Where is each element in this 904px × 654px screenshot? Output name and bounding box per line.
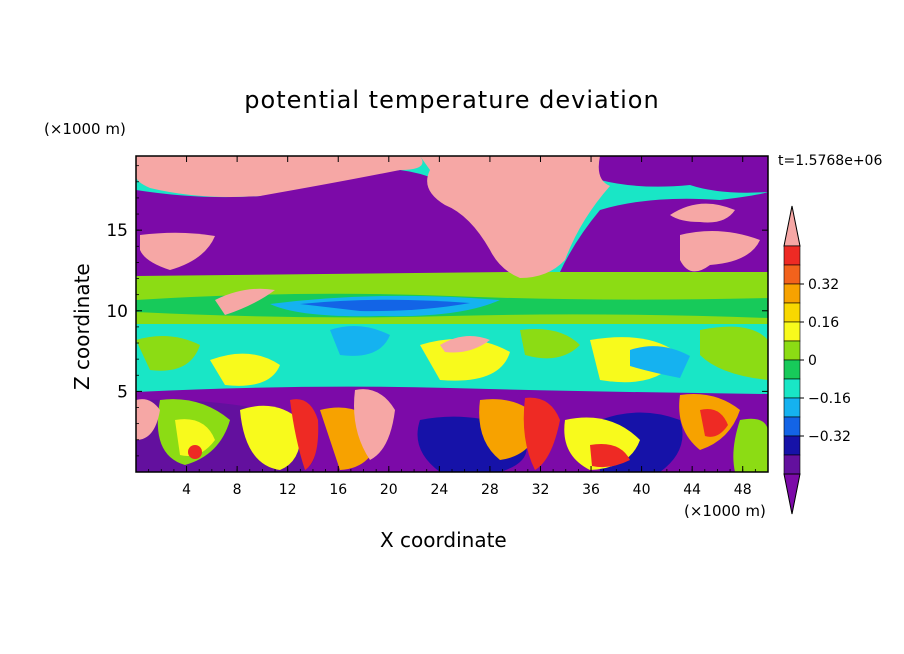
colorbar-label: 0.32 <box>808 277 839 293</box>
colorbar-segment <box>783 454 801 475</box>
colorbar-segment <box>783 416 801 437</box>
y-tick-label: 15 <box>106 221 128 241</box>
colorbar-label: 0 <box>808 353 817 369</box>
colorbar-segment <box>783 302 801 323</box>
colorbar-segment <box>783 340 801 361</box>
y-tick-label: 10 <box>106 302 128 322</box>
x-tick-label: 48 <box>734 482 752 498</box>
x-tick-label: 8 <box>233 482 242 498</box>
colorbar: 0.32 0.16 0 −0.16 −0.32 <box>783 205 851 515</box>
x-tick-label: 24 <box>430 482 448 498</box>
colorbar-segment <box>783 283 801 304</box>
time-label: t=1.5768e+06 <box>778 153 883 169</box>
colorbar-bottom-arrow <box>783 473 801 515</box>
x-axis-ticks: 4 8 12 16 20 24 28 32 36 40 44 48 <box>135 156 769 498</box>
colorbar-segment <box>783 321 801 342</box>
y-tick-label: 5 <box>117 382 128 402</box>
colorbar-segment <box>783 397 801 418</box>
y-axis-unit: (×1000 m) <box>44 120 126 138</box>
x-tick-label: 44 <box>683 482 701 498</box>
x-axis-label: X coordinate <box>380 528 507 552</box>
colorbar-label: −0.32 <box>808 429 851 445</box>
x-tick-label: 28 <box>481 482 499 498</box>
colorbar-top-arrow <box>783 205 801 247</box>
y-axis-ticks: 5 10 15 <box>106 165 768 457</box>
colorbar-label: 0.16 <box>808 315 839 331</box>
x-tick-label: 36 <box>582 482 600 498</box>
x-axis-unit: (×1000 m) <box>684 502 766 520</box>
x-tick-label: 20 <box>380 482 398 498</box>
colorbar-label: −0.16 <box>808 391 851 407</box>
colorbar-segment <box>783 264 801 285</box>
x-tick-label: 16 <box>329 482 347 498</box>
colorbar-segment <box>783 435 801 456</box>
x-tick-label: 12 <box>279 482 297 498</box>
chart-title: potential temperature deviation <box>244 86 660 114</box>
x-tick-label: 4 <box>182 482 191 498</box>
contour-field <box>136 156 768 472</box>
colorbar-segment <box>783 245 801 266</box>
x-tick-label: 40 <box>633 482 651 498</box>
x-tick-label: 32 <box>532 482 550 498</box>
colorbar-segment <box>783 378 801 399</box>
colorbar-segment <box>783 359 801 380</box>
